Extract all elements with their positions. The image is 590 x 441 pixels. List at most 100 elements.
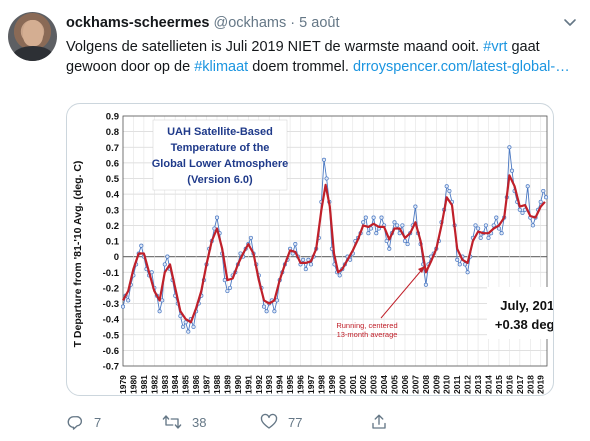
x-tick-label: 2006 — [400, 375, 410, 394]
x-tick-label: 1996 — [296, 375, 306, 394]
monthly-point — [384, 238, 389, 244]
tweet-header: ockhams-scheermes @ockhams · 5 août — [66, 15, 340, 31]
external-link[interactable]: drroyspencer.com/latest-global-… — [352, 59, 570, 75]
like-count: 77 — [288, 414, 303, 430]
x-tick-label: 1984 — [170, 375, 180, 394]
share-button[interactable] — [370, 412, 398, 432]
x-tick-label: 2007 — [410, 375, 420, 394]
monthly-point — [457, 262, 462, 267]
avatar[interactable] — [8, 12, 57, 61]
x-tick-label: 2012 — [463, 375, 473, 394]
monthly-point — [183, 320, 188, 325]
chart-title-line-4: (Version 6.0) — [187, 174, 253, 186]
monthly-point — [530, 223, 535, 228]
x-tick-label: 1988 — [212, 375, 222, 394]
y-axis-label: T Departure from '81-'10 Avg. (deg. C) — [72, 161, 84, 348]
monthly-point — [486, 235, 491, 240]
x-tick-label: 1990 — [233, 375, 243, 394]
like-button[interactable]: 77 — [260, 412, 302, 432]
monthly-point — [455, 257, 460, 262]
x-tick-label: 1991 — [243, 375, 253, 394]
monthly-point — [162, 262, 167, 267]
user-handle[interactable]: @ockhams — [213, 15, 287, 31]
retweet-icon — [162, 415, 182, 429]
tweet-text-after: doem trommel. — [248, 59, 353, 75]
running-annotation-arrowhead — [418, 266, 425, 273]
monthly-point — [491, 223, 496, 228]
july-annotation-line-2: +0.38 deg. C — [495, 317, 554, 332]
monthly-point — [405, 242, 410, 247]
reply-button[interactable]: 7 — [66, 412, 101, 432]
running-annotation-line-2: 13-month average — [337, 330, 398, 339]
y-tick-label: 0.1 — [106, 237, 120, 248]
monthly-point — [520, 210, 525, 215]
monthly-point — [473, 223, 478, 228]
hashtag-vrt[interactable]: #vrt — [483, 39, 508, 55]
chart-image-card[interactable]: 0.9 0.8 0.7 0.6 0.5 0.4 0.3 0.2 0.1 0 -0.1 -0.2 -0.3… — [66, 103, 554, 396]
like-icon — [260, 413, 278, 429]
chart-title-line-3: Global Lower Atmosphere — [152, 158, 289, 170]
hashtag-klimaat[interactable]: #klimaat — [194, 59, 249, 75]
monthly-point — [366, 231, 371, 236]
running-average-line — [122, 174, 546, 324]
y-tick-label: 0.5 — [106, 174, 120, 185]
monthly-point — [139, 243, 144, 248]
x-tick-label: 2000 — [337, 375, 347, 394]
x-tick-label: 1993 — [264, 375, 274, 394]
y-tick-label: -0.5 — [103, 330, 120, 341]
monthly-point — [368, 226, 374, 231]
monthly-point — [476, 226, 481, 231]
x-tick-label: 2013 — [473, 375, 483, 394]
x-tick-label: 2011 — [452, 375, 462, 394]
x-tick-label: 1998 — [316, 375, 326, 394]
x-tick-label: 2014 — [484, 375, 494, 394]
y-tick-label: 0.4 — [106, 190, 120, 201]
x-tick-label: 1997 — [306, 375, 316, 394]
share-icon — [372, 414, 386, 429]
monthly-point — [465, 270, 470, 275]
monthly-point — [180, 324, 186, 329]
monthly-point — [272, 309, 277, 314]
x-tick-label: 1982 — [149, 375, 159, 394]
x-tick-label: 2003 — [369, 375, 379, 394]
monthly-point — [222, 278, 227, 283]
monthly-point — [261, 304, 267, 309]
x-tick-label: 2001 — [348, 375, 358, 394]
chevron-down-icon[interactable] — [562, 14, 578, 30]
y-tick-label: -0.3 — [103, 299, 119, 310]
x-tick-label: 1981 — [139, 375, 149, 394]
monthly-point — [361, 220, 366, 225]
retweet-button[interactable]: 38 — [162, 412, 206, 432]
monthly-point — [248, 235, 253, 240]
y-tick-label: -0.6 — [103, 346, 119, 357]
monthly-point — [509, 168, 515, 173]
x-tick-label: 1983 — [160, 375, 170, 394]
display-name[interactable]: ockhams-scheermes — [66, 15, 210, 31]
chart-title-line-1: UAH Satellite-Based — [167, 126, 273, 138]
y-tick-label: -0.1 — [103, 268, 120, 279]
x-tick-label: 1989 — [222, 375, 232, 394]
x-tick-label: 1992 — [254, 375, 264, 394]
monthly-point — [303, 267, 308, 272]
x-tick-label: 2009 — [431, 375, 441, 394]
y-tick-label: 0.9 — [106, 112, 119, 123]
tweet-date[interactable]: 5 août — [299, 15, 340, 31]
y-tick-label: -0.2 — [103, 283, 119, 294]
tweet-actions: 7 38 77 — [66, 412, 406, 434]
monthly-point — [324, 176, 329, 181]
monthly-point — [337, 273, 342, 278]
y-tick-label: 0 — [114, 252, 119, 263]
monthly-point — [494, 215, 499, 220]
chart-title-line-2: Temperature of the — [171, 142, 270, 154]
july-box — [487, 287, 553, 339]
y-tick-label: -0.7 — [103, 362, 119, 373]
x-tick-label: 2002 — [358, 375, 368, 394]
x-tick-label: 2008 — [421, 375, 431, 394]
monthly-point — [478, 235, 483, 240]
x-tick-label: 2017 — [515, 375, 525, 394]
monthly-point — [264, 309, 269, 314]
x-tick-labels: 1979 1980 1981 1982 1983 1984 1985 1986 1987 1988… — [118, 375, 546, 394]
y-tick-labels: 0.9 0.8 0.7 0.6 0.5 0.4 0.3 0.2 0.1 0 -0.1 -0.2 -0.3… — [103, 112, 120, 373]
plot-frame — [122, 115, 548, 367]
x-tick-label: 1999 — [327, 375, 337, 394]
